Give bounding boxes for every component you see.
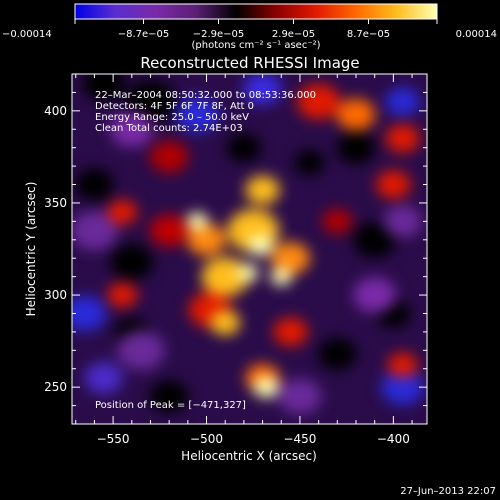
heatmap-region [84, 361, 124, 394]
x-tick-label: −450 [283, 432, 316, 446]
heatmap-region [271, 242, 310, 275]
heatmap-region [322, 208, 353, 234]
colorbar: −0.00014 −8.7e−05 −2.9e−05 2.9e−05 8.7e−05 0.… [2, 3, 497, 51]
heatmap-region [353, 222, 397, 258]
y-tick-label: 350 [44, 196, 67, 210]
heatmap-region [294, 149, 325, 175]
heatmap-image [72, 74, 425, 415]
chart-title: Reconstructed RHESSI Image [140, 54, 359, 72]
colorbar-unit-label: (photons cm⁻² s⁻¹ asec⁻²) [191, 40, 320, 51]
info-energy-range: Energy Range: 25.0 – 50.0 keV [95, 112, 249, 123]
heatmap-region [353, 277, 397, 313]
y-tick-label: 250 [44, 380, 67, 394]
heatmap-region [175, 96, 219, 133]
heatmap-region [253, 376, 280, 398]
colorbar-tick-label: 0.00014 [456, 29, 497, 40]
heatmap-region [117, 330, 165, 370]
heatmap-region [273, 317, 308, 347]
colorbar-tick-label: 2.9e−05 [272, 29, 315, 40]
info-clean-counts: Clean Total counts: 2.74E+03 [95, 123, 243, 134]
plot-area: −550 −500 −450 −400 250 300 350 400 [44, 73, 428, 446]
y-tick-label: 300 [44, 288, 67, 302]
colorbar-frame [74, 3, 438, 20]
axis-ticks: −550 −500 −450 −400 250 300 350 400 [44, 73, 427, 446]
info-detectors: Detectors: 4F 5F 6F 7F 8F, Att 0 [95, 101, 254, 112]
heatmap-region [336, 131, 376, 164]
heatmap-region [247, 234, 274, 256]
heatmap-region [149, 380, 189, 413]
heatmap-region [186, 212, 208, 231]
heatmap-region [149, 140, 189, 173]
heatmap-region [278, 378, 322, 415]
y-axis-label: Heliocentric Y (arcsec) [24, 182, 38, 317]
heatmap-region [72, 211, 119, 251]
heatmap-region [381, 369, 425, 405]
heatmap-region [385, 124, 420, 153]
heatmap-region [149, 214, 189, 247]
observation-info: 22–Mar–2004 08:50:32.000 to 08:53:36.000… [95, 90, 316, 134]
heatmap-region [385, 87, 420, 116]
heatmap-region [107, 199, 138, 225]
info-time-range: 22–Mar–2004 08:50:32.000 to 08:53:36.000 [95, 90, 316, 101]
peak-position-label: Position of Peak = [−471,327] [95, 400, 246, 411]
heatmap-region [245, 175, 280, 205]
heatmap-region [270, 267, 293, 286]
heatmap-region [110, 111, 154, 148]
colorbar-tick-label: −2.9e−05 [193, 29, 245, 40]
x-tick-label: −550 [97, 432, 130, 446]
plot-frame [71, 73, 428, 425]
colorbar-ticks: −0.00014 −8.7e−05 −2.9e−05 2.9e−05 8.7e−05 0.… [2, 19, 497, 40]
heatmap-region [317, 338, 357, 370]
colorbar-tick-label: 8.7e−05 [347, 29, 390, 40]
heatmap-region [387, 352, 418, 378]
footer-timestamp: 27–Jun–2013 22:07 [400, 486, 496, 497]
heatmap-region [72, 295, 107, 332]
heatmap-region [107, 282, 138, 308]
heatmap-region [201, 257, 249, 297]
heatmap-region [75, 168, 114, 201]
x-axis-label: Heliocentric X (arcsec) [181, 449, 317, 463]
y-tick-label: 400 [44, 104, 67, 118]
heatmap-region [336, 98, 376, 131]
colorbar-tick-label: −8.7e−05 [118, 29, 170, 40]
heatmap-region [243, 74, 282, 105]
heatmap-region [110, 244, 154, 280]
heatmap-region [236, 264, 259, 282]
x-tick-label: −400 [377, 432, 410, 446]
heatmap-region [226, 133, 262, 162]
heatmap-region [376, 170, 411, 199]
colorbar-tick-label: −0.00014 [2, 29, 52, 40]
heatmap-region [187, 223, 226, 256]
x-tick-label: −500 [190, 432, 223, 446]
colorbar-fill [75, 4, 437, 19]
heatmap-region [383, 205, 423, 238]
heatmap-region [82, 74, 126, 101]
heatmap-region [297, 83, 341, 120]
heatmap-region [210, 310, 241, 336]
